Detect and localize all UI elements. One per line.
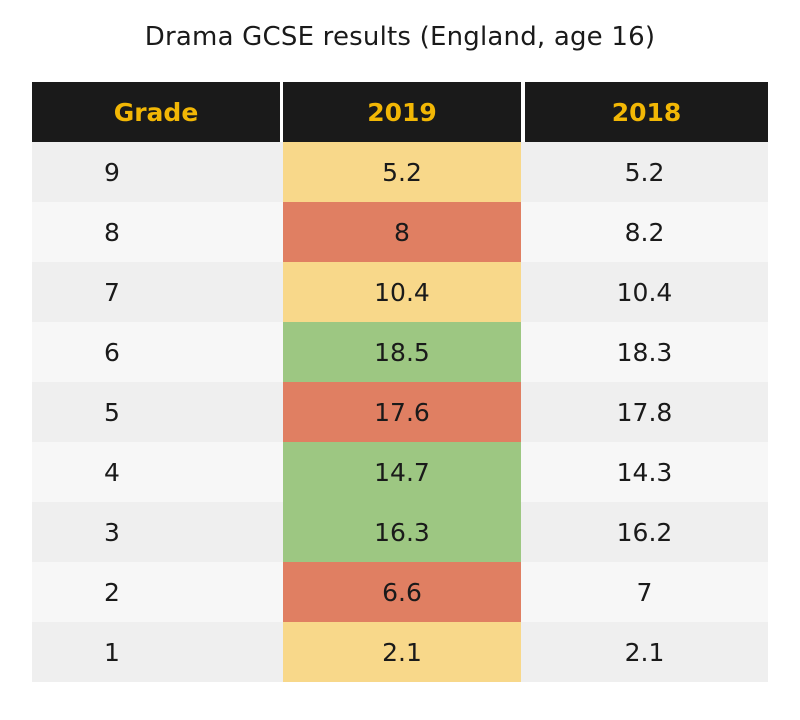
header-2018: 2018 xyxy=(525,82,768,142)
grade-cell: 7 xyxy=(32,262,283,322)
value-2018-cell: 17.8 xyxy=(521,382,768,442)
header-2019: 2019 xyxy=(283,82,521,142)
grade-cell: 8 xyxy=(32,202,283,262)
value-2019-cell: 18.5 xyxy=(283,322,521,382)
value-2019-cell: 17.6 xyxy=(283,382,521,442)
grade-cell: 6 xyxy=(32,322,283,382)
value-2018-cell: 5.2 xyxy=(521,142,768,202)
value-2018-cell: 10.4 xyxy=(521,262,768,322)
value-2019-cell: 10.4 xyxy=(283,262,521,322)
table-title: Drama GCSE results (England, age 16) xyxy=(144,22,656,52)
grade-cell: 9 xyxy=(32,142,283,202)
value-2019-cell: 14.7 xyxy=(283,442,521,502)
grade-cell: 5 xyxy=(32,382,283,442)
value-2018-cell: 16.2 xyxy=(521,502,768,562)
value-2019-cell: 5.2 xyxy=(283,142,521,202)
value-2019-cell: 2.1 xyxy=(283,622,521,682)
grade-cell: 1 xyxy=(32,622,283,682)
grade-cell: 3 xyxy=(32,502,283,562)
value-2019-cell: 16.3 xyxy=(283,502,521,562)
grade-cell: 4 xyxy=(32,442,283,502)
value-2018-cell: 14.3 xyxy=(521,442,768,502)
grade-cell: 2 xyxy=(32,562,283,622)
value-2018-cell: 18.3 xyxy=(521,322,768,382)
value-2019-cell: 6.6 xyxy=(283,562,521,622)
value-2018-cell: 8.2 xyxy=(521,202,768,262)
value-2018-cell: 2.1 xyxy=(521,622,768,682)
header-grade: Grade xyxy=(32,82,280,142)
value-2018-cell: 7 xyxy=(521,562,768,622)
value-2019-cell: 8 xyxy=(283,202,521,262)
